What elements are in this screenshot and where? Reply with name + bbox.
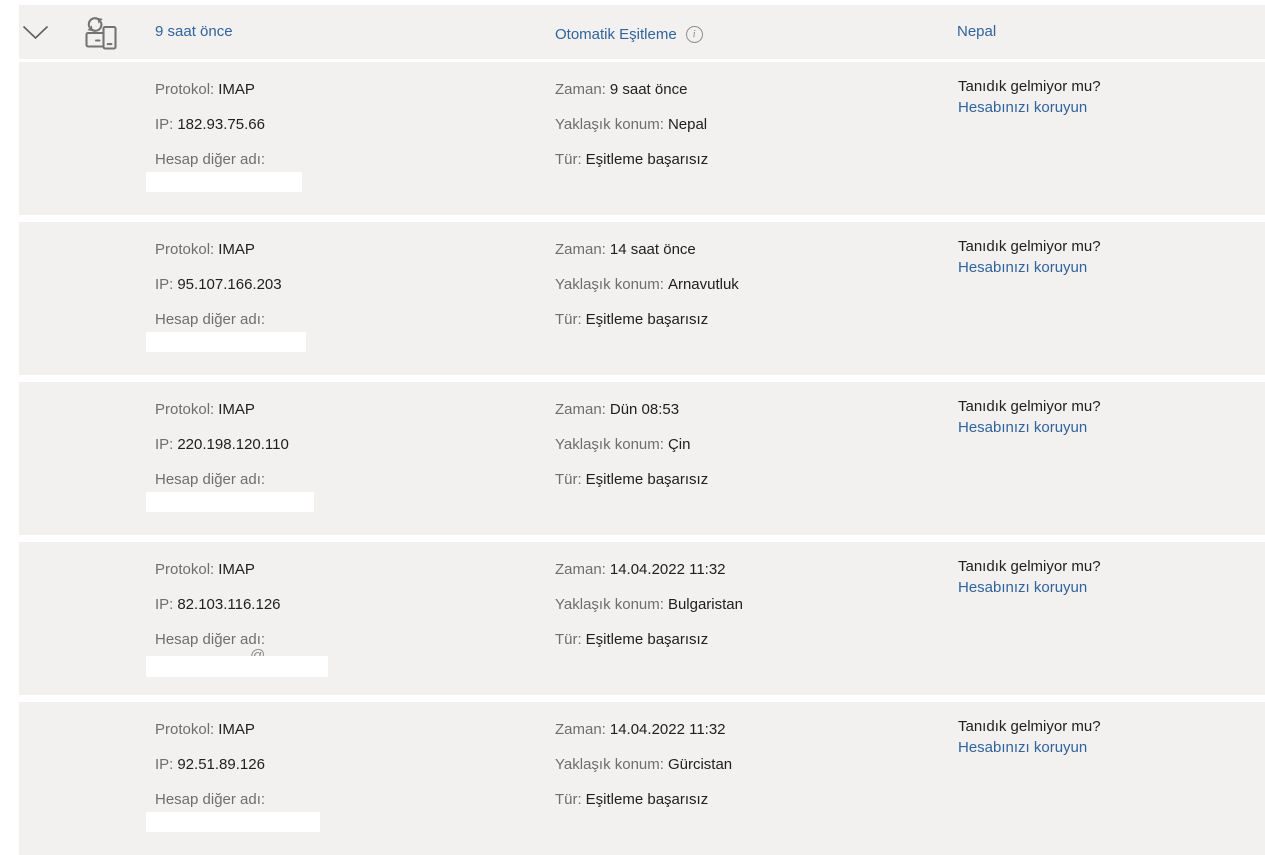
protect-account-link[interactable]: Hesabınızı koruyun (958, 419, 1088, 436)
type-value: Eşitleme başarısız (585, 631, 709, 648)
unfamiliar-question: Tanıdık gelmiyor mu? (958, 78, 1101, 95)
type-label: Tür: (555, 471, 582, 488)
type-label: Tür: (555, 791, 582, 808)
location-label: Yaklaşık konum: (555, 116, 664, 133)
type-value: Eşitleme başarısız (585, 311, 709, 328)
protocol-label: Protokol: (155, 721, 215, 738)
session-card: Protokol: IMAP IP: 82.103.116.126 Hesap di… (19, 542, 1265, 695)
session-card: Protokol: IMAP IP: 95.107.166.203 Hesap di… (19, 222, 1265, 375)
location-label: Yaklaşık konum: (555, 276, 664, 293)
protect-account-link[interactable]: Hesabınızı koruyun (958, 579, 1088, 596)
time-label: Zaman: (555, 721, 606, 738)
type-label: Tür: (555, 311, 582, 328)
ip-label: IP: (155, 436, 174, 453)
ip-label: IP: (155, 276, 174, 293)
session-card: Protokol: IMAP IP: 182.93.75.66 Hesap diğe… (19, 62, 1265, 215)
unfamiliar-question: Tanıdık gelmiyor mu? (958, 238, 1101, 255)
redacted-account-alias (146, 812, 320, 832)
activity-group-header[interactable]: 9 saat önce Otomatik Eşitleme i Nepal (19, 5, 1265, 59)
time-label: Zaman: (555, 81, 606, 98)
type-label: Tür: (555, 151, 582, 168)
unfamiliar-question: Tanıdık gelmiyor mu? (958, 718, 1101, 735)
protocol-label: Protokol: (155, 81, 215, 98)
unfamiliar-question: Tanıdık gelmiyor mu? (958, 558, 1101, 575)
time-value: 14.04.2022 11:32 (609, 561, 726, 578)
protect-account-link[interactable]: Hesabınızı koruyun (958, 99, 1088, 116)
protocol-value: IMAP (218, 721, 255, 738)
time-value: 9 saat önce (609, 81, 688, 98)
type-value: Eşitleme başarısız (585, 471, 709, 488)
time-label: Zaman: (555, 401, 606, 418)
redacted-account-alias (146, 492, 314, 512)
ip-label: IP: (155, 116, 174, 133)
redacted-email-remnant: @ (250, 648, 274, 656)
group-activity-type: Otomatik Eşitleme (555, 26, 677, 43)
location-label: Yaklaşık konum: (555, 436, 664, 453)
ip-value: 82.103.116.126 (177, 596, 281, 613)
group-time: 9 saat önce (155, 23, 233, 40)
location-label: Yaklaşık konum: (555, 596, 664, 613)
protocol-value: IMAP (218, 241, 255, 258)
session-card: Protokol: IMAP IP: 92.51.89.126 Hesap diğe… (19, 702, 1265, 855)
ip-value: 95.107.166.203 (177, 276, 282, 293)
ip-value: 182.93.75.66 (177, 116, 265, 133)
ip-value: 220.198.120.110 (177, 436, 289, 453)
account-alias-label: Hesap diğer adı: (155, 631, 266, 648)
time-value: Dün 08:53 (609, 401, 680, 418)
ip-label: IP: (155, 756, 174, 773)
type-label: Tür: (555, 631, 582, 648)
location-value: Nepal (667, 116, 708, 133)
location-value: Çin (667, 436, 691, 453)
protocol-label: Protokol: (155, 401, 215, 418)
chevron-down-icon[interactable] (22, 25, 49, 40)
location-value: Arnavutluk (667, 276, 739, 293)
type-value: Eşitleme başarısız (585, 791, 709, 808)
redacted-account-alias (146, 332, 306, 352)
account-alias-label: Hesap diğer adı: (155, 151, 266, 168)
ip-value: 92.51.89.126 (177, 756, 265, 773)
protocol-value: IMAP (218, 401, 255, 418)
protocol-label: Protokol: (155, 561, 215, 578)
protocol-value: IMAP (218, 81, 255, 98)
type-value: Eşitleme başarısız (585, 151, 709, 168)
ip-label: IP: (155, 596, 174, 613)
protocol-value: IMAP (218, 561, 255, 578)
redacted-account-alias (146, 172, 302, 192)
unfamiliar-question: Tanıdık gelmiyor mu? (958, 398, 1101, 415)
group-location: Nepal (957, 23, 997, 40)
redacted-account-alias (146, 656, 328, 677)
time-value: 14.04.2022 11:32 (609, 721, 726, 738)
protect-account-link[interactable]: Hesabınızı koruyun (958, 739, 1088, 756)
time-label: Zaman: (555, 561, 606, 578)
info-icon[interactable]: i (685, 26, 703, 43)
protect-account-link[interactable]: Hesabınızı koruyun (958, 259, 1088, 276)
location-label: Yaklaşık konum: (555, 756, 664, 773)
account-alias-label: Hesap diğer adı: (155, 791, 266, 808)
sync-devices-icon (85, 17, 117, 50)
time-value: 14 saat önce (609, 241, 696, 258)
session-card: Protokol: IMAP IP: 220.198.120.110 Hesap d… (19, 382, 1265, 535)
account-alias-label: Hesap diğer adı: (155, 311, 266, 328)
time-label: Zaman: (555, 241, 606, 258)
location-value: Bulgaristan (667, 596, 743, 613)
protocol-label: Protokol: (155, 241, 215, 258)
location-value: Gürcistan (667, 756, 733, 773)
account-alias-label: Hesap diğer adı: (155, 471, 266, 488)
